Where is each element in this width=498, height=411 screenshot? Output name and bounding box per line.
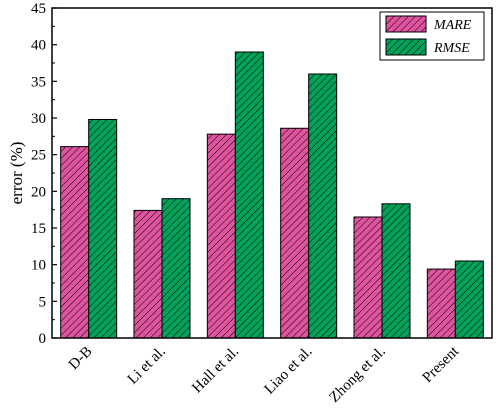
y-tick-label: 15 [31,221,46,237]
legend-label-mare: MARE [433,18,472,33]
legend: MARE RMSE [379,11,485,61]
bar-rmse-2 [234,51,264,339]
y-tick-label: 35 [31,74,46,90]
y-tick-label: 25 [31,148,46,164]
legend-swatch-rmse [385,38,427,56]
legend-swatch-mare [385,15,427,33]
bars-group [60,51,484,339]
y-tick-label: 30 [31,111,46,127]
x-tick-label: Zhong et al. [327,344,389,406]
bar-mare-5 [426,268,456,339]
y-tick-label: 0 [39,331,47,347]
bar-rmse-1 [161,198,191,339]
bar-rmse-4 [381,203,411,339]
y-axis: 0 5 10 15 20 25 30 35 40 45 [31,1,57,347]
y-tick-label: 10 [31,258,46,274]
x-tick-label: Present [420,343,463,386]
legend-label-rmse: RMSE [433,41,470,56]
bar-mare-0 [60,146,90,339]
y-tick-label: 40 [31,38,46,54]
x-tick-label: Li et al. [125,344,169,388]
x-tick-label: Liao et al. [261,344,315,398]
bar-mare-4 [353,216,383,339]
bar-rmse-3 [308,73,338,339]
y-tick-label: 20 [31,184,46,200]
x-tick-label: Hall et al. [189,344,242,397]
y-axis-label: error (%) [7,142,26,205]
x-tick-label: D-B [66,344,96,374]
x-axis: D-B Li et al. Hall et al. Liao et al. Zhong … [66,333,463,406]
bar-rmse-5 [454,260,484,339]
bar-mare-3 [280,127,310,339]
y-tick-label: 45 [31,1,46,17]
bar-mare-1 [133,209,163,339]
bar-rmse-0 [88,118,118,339]
y-tick-label: 5 [39,294,47,310]
bar-mare-2 [206,133,236,339]
